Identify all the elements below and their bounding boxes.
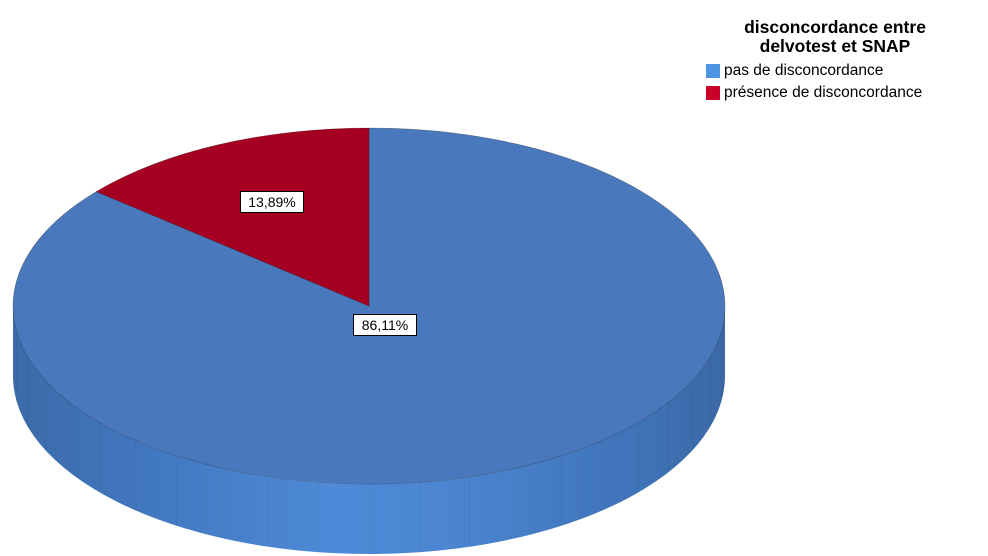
legend-item-label: présence de disconcordance [724, 84, 923, 101]
legend-item-label: pas de disconcordance [724, 62, 884, 79]
pie-data-label-text: 86,11% [362, 317, 408, 333]
legend: disconcordance entre delvotest et SNAP p… [690, 18, 980, 104]
legend-item-presence-de-disconcordance: présence de disconcordance [706, 82, 980, 104]
pie-slice [12, 127, 726, 485]
legend-swatch-red [706, 86, 720, 100]
pie-data-label: 13,89% [240, 191, 304, 213]
pie-slices [12, 127, 726, 485]
legend-title: disconcordance entre delvotest et SNAP [744, 17, 926, 56]
pie-side-wall [13, 306, 725, 554]
pie-side-surface [13, 306, 725, 554]
pie-data-label-box [240, 191, 304, 213]
pie-data-label-box [353, 314, 417, 336]
pie-data-label: 86,11% [353, 314, 417, 336]
legend-item-pas-de-disconcordance: pas de disconcordance [706, 60, 980, 82]
pie-slice [95, 127, 370, 307]
legend-items: pas de disconcordance présence de discon… [690, 60, 980, 104]
legend-swatch-blue [706, 64, 720, 78]
pie-data-labels: 86,11% 13,89% [240, 191, 417, 336]
pie-data-label-text: 13,89% [248, 194, 295, 210]
